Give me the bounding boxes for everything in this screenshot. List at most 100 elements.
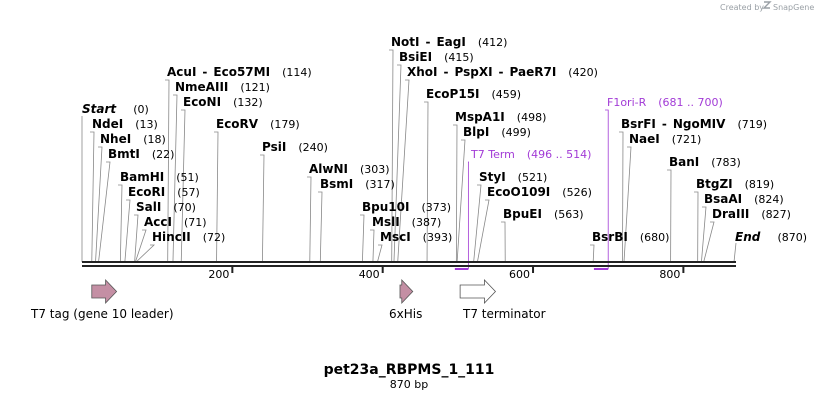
site-label-econi: EcoNI (132) xyxy=(183,95,263,109)
site-name: EagI xyxy=(436,35,465,49)
site-position: (240) xyxy=(298,141,328,154)
end-label: End (870) xyxy=(735,226,807,245)
site-position: (51) xyxy=(176,171,199,184)
features: T7 tag (gene 10 leader) 6xHis T7 terminato… xyxy=(30,279,546,321)
site-position: (18) xyxy=(143,133,166,146)
site-label-ecori: EcoRI (57) xyxy=(128,185,200,199)
site-name: NmeAIII xyxy=(175,80,228,94)
site-label-bsiei: BsiEI (415) xyxy=(399,50,474,64)
site-line-ecop15i xyxy=(424,101,429,263)
site-label-bamhi: BamHI (51) xyxy=(120,170,199,184)
site-line-msci xyxy=(377,244,383,263)
site-name: BtgZI xyxy=(696,177,733,191)
site-name-separator: - xyxy=(444,65,449,79)
site-name: NaeI xyxy=(629,132,660,146)
site-label-draiii: DraIII (827) xyxy=(712,207,791,221)
site-name-separator: - xyxy=(499,65,504,79)
site-label-ecoo109i: EcoO109I (526) xyxy=(487,185,592,199)
site-position: (521) xyxy=(518,171,548,184)
site-position: (459) xyxy=(492,88,522,101)
site-name: BpuEI xyxy=(503,207,542,221)
site-line-noti xyxy=(389,49,394,263)
start-name: Start xyxy=(82,102,117,116)
site-line-bmti xyxy=(98,161,111,263)
feature-label-6xhis: 6xHis xyxy=(389,307,422,321)
feature-arrow-6xhis xyxy=(399,279,414,304)
site-position: (393) xyxy=(423,231,453,244)
ruler-tick-label-800: 800 xyxy=(659,268,680,281)
site-label-bani: BanI (783) xyxy=(669,155,741,169)
site-name: BsmI xyxy=(320,177,353,191)
primer-label-f1ori-r: F1ori-R (681 .. 700) xyxy=(607,96,723,109)
site-line-bamhi xyxy=(118,184,123,263)
site-position: (13) xyxy=(135,118,158,131)
site-position: (72) xyxy=(203,231,226,244)
feature-arrow-t7-terminator xyxy=(459,279,497,304)
ruler-tick-label-200: 200 xyxy=(208,268,229,281)
site-label-bsrbi: BsrBI (680) xyxy=(592,230,669,244)
site-name: MspA1I xyxy=(455,110,505,124)
site-name: MslI xyxy=(372,215,400,229)
site-label-nhei: NheI (18) xyxy=(100,132,166,146)
site-name: AcuI xyxy=(167,65,196,79)
site-name: EcoRV xyxy=(216,117,259,131)
site-position: (412) xyxy=(478,36,508,49)
site-label-mspa1i: MspA1I (498) xyxy=(455,110,546,124)
svg-text:End (870): End (870) xyxy=(735,226,807,245)
site-line-mspa1i xyxy=(453,124,458,263)
end-pos: (870) xyxy=(777,231,807,244)
site-label-bsaai: BsaAI (824) xyxy=(704,192,784,206)
site-name: BsaAI xyxy=(704,192,742,206)
site-position: (498) xyxy=(517,111,547,124)
site-lines xyxy=(81,49,737,263)
feature-label-t7-terminator: T7 terminator xyxy=(462,307,546,321)
site-label-bmti: BmtI (22) xyxy=(108,147,174,161)
site-position: (22) xyxy=(152,148,175,161)
site-line-draiii xyxy=(703,221,715,263)
site-line-alwni xyxy=(307,176,312,263)
site-position: (827) xyxy=(761,208,791,221)
site-line-ecorv xyxy=(214,131,219,263)
snapgene-logo-icon xyxy=(762,1,772,9)
site-position: (71) xyxy=(184,216,207,229)
site-line-psii xyxy=(260,154,265,263)
primer-line-t7-term xyxy=(467,161,469,269)
site-line-econi xyxy=(180,109,186,263)
ruler-tick-label-600: 600 xyxy=(509,268,530,281)
site-label-noti: NotI - EagI (412) xyxy=(391,35,507,49)
site-label-msli: MslI (387) xyxy=(372,215,441,229)
site-line-acci xyxy=(134,229,147,263)
site-name: MscI xyxy=(380,230,411,244)
ruler-tick-label-400: 400 xyxy=(359,268,380,281)
site-label-ecop15i: EcoP15I (459) xyxy=(426,87,521,101)
dna-backbone xyxy=(82,261,736,267)
site-label-ndei: NdeI (13) xyxy=(92,117,158,131)
site-label-ecorv: EcoRV (179) xyxy=(216,117,300,131)
site-name: SalI xyxy=(136,200,161,214)
site-position: (783) xyxy=(711,156,741,169)
site-line-xhoi xyxy=(397,79,410,263)
site-position: (132) xyxy=(233,96,263,109)
site-name-separator: - xyxy=(202,65,207,79)
primer-line-f1ori-r xyxy=(605,109,609,269)
site-line-naei xyxy=(623,146,632,263)
site-position: (526) xyxy=(562,186,592,199)
feature-label-t7-tag-gene-10-leader-: T7 tag (gene 10 leader) xyxy=(30,307,174,321)
site-label-acui: AcuI - Eco57MI (114) xyxy=(167,65,312,79)
site-name: PspXI xyxy=(455,65,493,79)
site-name: BsrBI xyxy=(592,230,628,244)
site-position: (114) xyxy=(282,66,312,79)
site-name: BlpI xyxy=(463,125,489,139)
site-name: NgoMIV xyxy=(673,117,726,131)
site-name: NdeI xyxy=(92,117,123,131)
site-name: XhoI xyxy=(407,65,438,79)
site-line-bsaai xyxy=(701,206,707,263)
site-line-ecoo109i xyxy=(477,199,490,263)
site-label-psii: PsiI (240) xyxy=(262,140,328,154)
site-label-bpu10i: Bpu10I (373) xyxy=(362,200,451,214)
site-label-bsmi: BsmI (317) xyxy=(320,177,395,191)
site-label-blpi: BlpI (499) xyxy=(463,125,531,139)
snapgene-credit: Created by SnapGene xyxy=(720,1,814,12)
site-position: (57) xyxy=(177,186,200,199)
site-line-bpu10i xyxy=(360,214,365,263)
